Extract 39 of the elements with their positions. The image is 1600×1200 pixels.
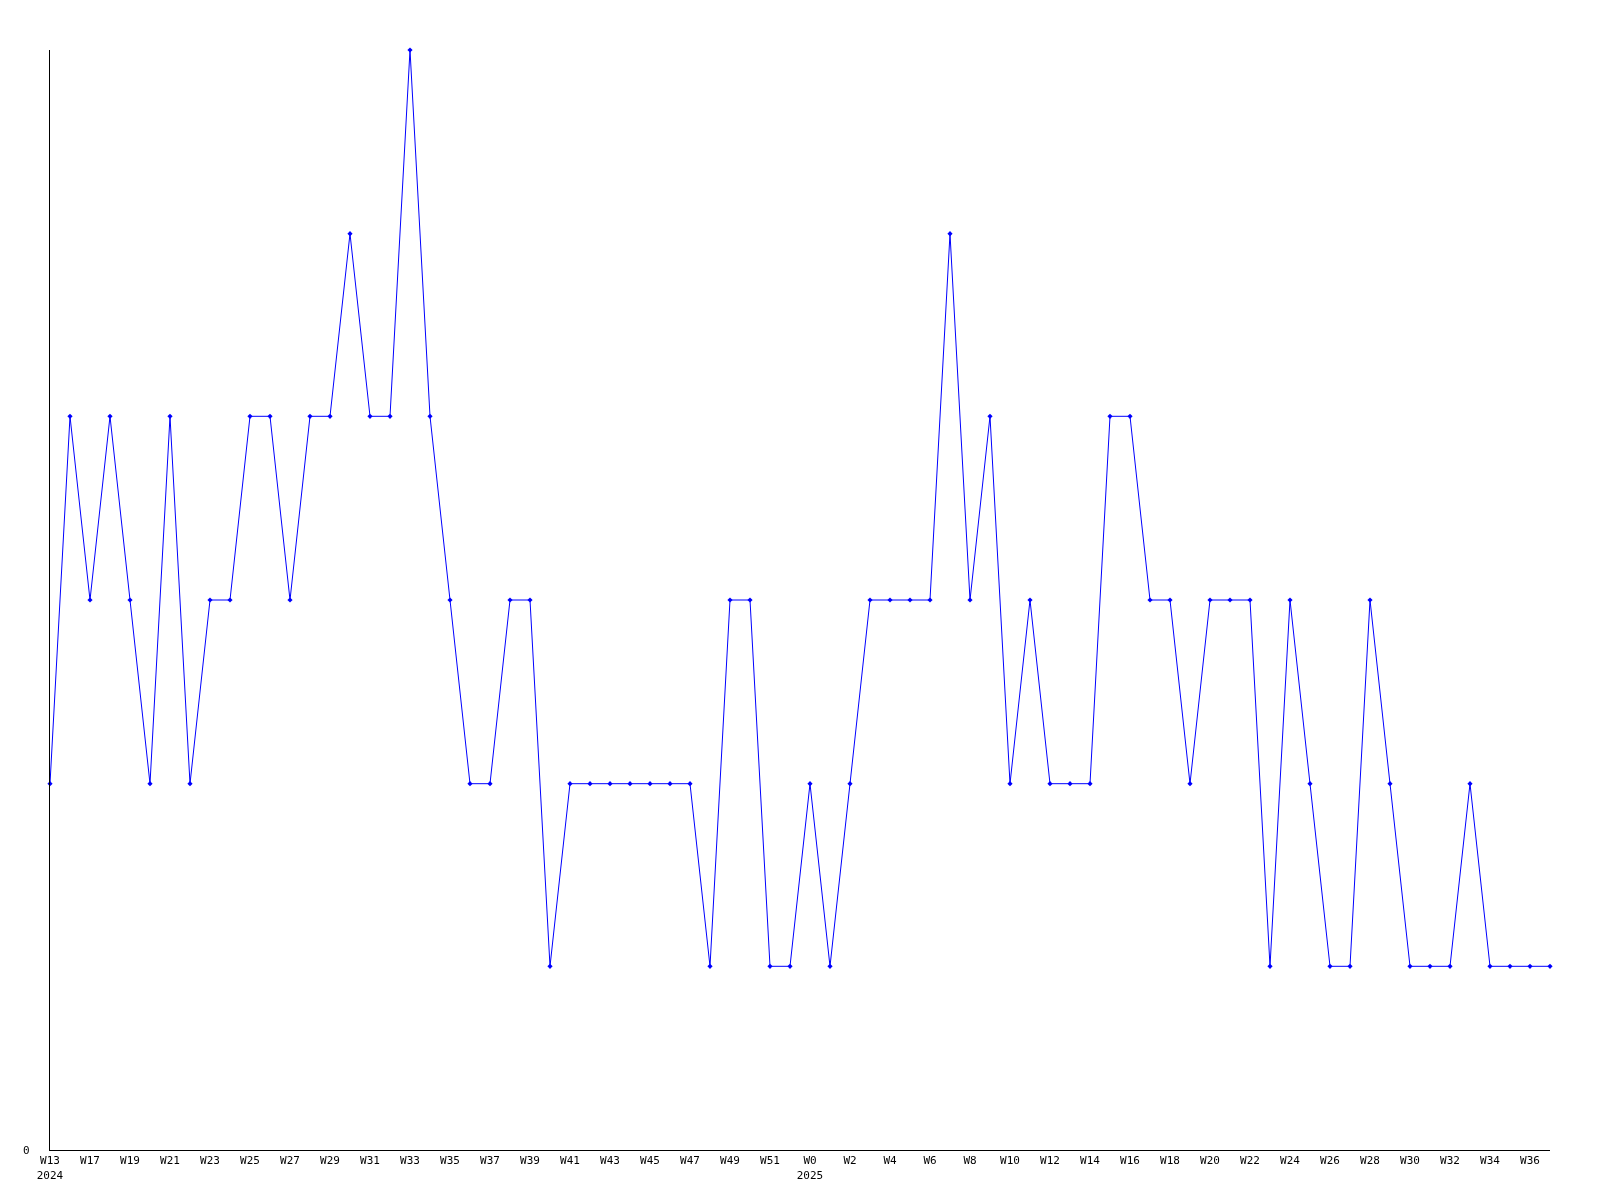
x-tick-label: W39	[520, 1154, 540, 1168]
x-tick-label: W17	[80, 1154, 100, 1168]
x-tick-label: W23	[200, 1154, 220, 1168]
x-tick-label: W2	[843, 1154, 857, 1168]
x-tick-label: W31	[360, 1154, 380, 1168]
x-tick-label: W33	[400, 1154, 420, 1168]
x-tick-label: W21	[160, 1154, 180, 1168]
x-tick-label: W35	[440, 1154, 460, 1168]
x-tick-label: W4	[883, 1154, 897, 1168]
text: 0	[23, 1144, 30, 1157]
x-tick-label: W49	[720, 1154, 740, 1168]
x-tick-label: W41	[560, 1154, 580, 1168]
x-tick-label: W45	[640, 1154, 660, 1168]
x-tick-label: W18	[1160, 1154, 1180, 1168]
x-tick-label: W12	[1040, 1154, 1060, 1168]
x-tick-label: W0 2025	[796, 1154, 824, 1182]
x-tick-label: W37	[480, 1154, 500, 1168]
x-tick-label: W28	[1360, 1154, 1380, 1168]
x-tick-label: W14	[1080, 1154, 1101, 1168]
x-tick-label: W43	[600, 1154, 620, 1168]
x-tick-label: W6	[923, 1154, 937, 1168]
x-tick-label: W8	[963, 1154, 977, 1168]
x-tick-label: W22	[1240, 1154, 1260, 1168]
x-tick-label: W34	[1480, 1154, 1501, 1168]
x-tick-label: W51	[760, 1154, 780, 1168]
x-tick-label: W29	[320, 1154, 340, 1168]
x-tick-label: W26	[1320, 1154, 1340, 1168]
x-tick-label: W10	[1000, 1154, 1020, 1168]
x-tick-label: W36	[1520, 1154, 1540, 1168]
x-tick-label: W25	[240, 1154, 260, 1168]
x-tick-label: W20	[1200, 1154, 1220, 1168]
x-tick-label: W27	[280, 1154, 300, 1168]
x-tick-label: W13 2024	[36, 1154, 64, 1182]
x-tick-label: W47	[680, 1154, 700, 1168]
x-tick-label: W30	[1400, 1154, 1420, 1168]
x-tick-label: W19	[120, 1154, 140, 1168]
x-tick-label: W16	[1120, 1154, 1140, 1168]
x-tick-label: W32	[1440, 1154, 1460, 1168]
x-tick-label: W24	[1280, 1154, 1301, 1168]
